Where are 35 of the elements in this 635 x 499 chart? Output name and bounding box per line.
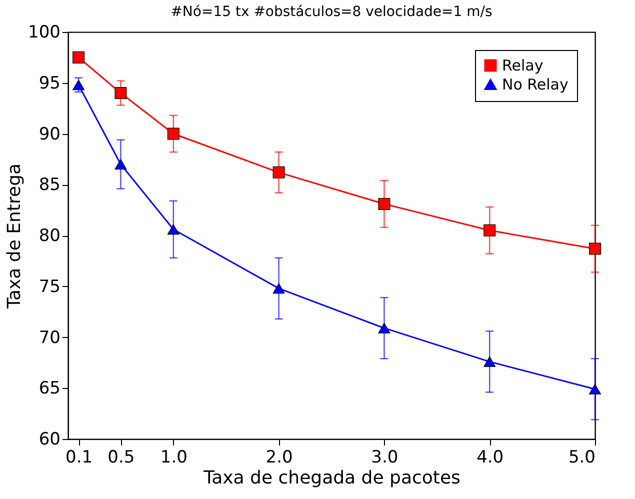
point [378,198,390,210]
y-tick-label: 100 [28,22,60,42]
x-tick-label: 3.0 [371,448,398,468]
chart-title: #Nó=15 tx #obstáculos=8 velocidade=1 m/s [170,4,492,20]
x-tick-label: 5.0 [568,448,596,468]
y-tick-label: 60 [38,430,60,450]
y-tick-label: 90 [38,124,60,144]
y-axis-title: Taxa de Entrega [4,163,26,310]
y-tick-label: 65 [38,378,60,399]
x-tick-label: 0.1 [66,448,93,468]
point [167,128,180,140]
point [114,87,127,100]
y-tick-label: 75 [38,276,60,297]
x-axis-title: Taxa de chegada de pacotes [202,468,460,488]
point [167,224,180,235]
x-tick-label: 0.5 [108,448,135,468]
point [272,283,285,294]
point [589,384,601,394]
x-tick-label: 4.0 [476,448,504,468]
y-tick-label: 95 [38,73,60,94]
point [72,51,85,64]
legend-label: Relay [502,56,544,74]
point [114,159,127,170]
y-tick-label: 70 [38,328,60,348]
legend-label: No Relay [502,76,568,94]
point [272,166,285,178]
point [72,80,85,90]
point [378,322,390,334]
y-tick-label: 85 [38,175,60,196]
x-tick-label: 1.0 [160,448,188,468]
point [484,224,496,236]
point [484,356,496,367]
x-tick-label: 2.0 [266,448,293,468]
point [589,242,601,255]
y-tick-label: 80 [38,226,60,246]
